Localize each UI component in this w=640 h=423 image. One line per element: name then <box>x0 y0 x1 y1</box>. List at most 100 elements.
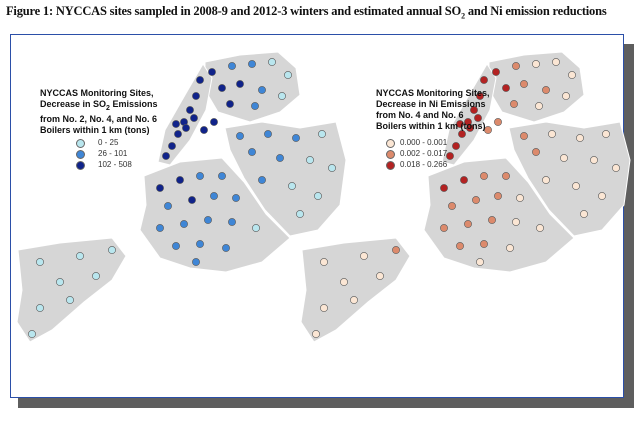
so2-site-marker <box>328 164 336 172</box>
ni-site-marker <box>476 92 484 100</box>
ni-site-marker <box>466 124 474 132</box>
so2-site-marker <box>228 62 236 70</box>
legend-label: 0.000 - 0.001 <box>400 138 448 147</box>
ni-site-marker <box>456 120 464 128</box>
so2-site-marker <box>258 86 266 94</box>
so2-site-marker <box>190 114 198 122</box>
so2-site-marker <box>172 242 180 250</box>
so2-site-marker <box>314 192 322 200</box>
ni-site-marker <box>532 60 540 68</box>
so2-site-marker <box>56 278 64 286</box>
ni-site-marker <box>512 62 520 70</box>
so2-site-marker <box>156 224 164 232</box>
so2-site-marker <box>306 156 314 164</box>
so2-site-marker <box>236 132 244 140</box>
so2-site-marker <box>192 258 200 266</box>
so2-site-marker <box>180 220 188 228</box>
ni-site-marker <box>492 68 500 76</box>
ni-site-marker <box>502 84 510 92</box>
ni-site-marker <box>448 202 456 210</box>
ni-site-marker <box>464 220 472 228</box>
so2-map <box>16 51 347 343</box>
ni-site-marker <box>460 176 468 184</box>
so2-site-marker <box>210 192 218 200</box>
so2-site-marker <box>156 184 164 192</box>
ni-site-marker <box>598 192 606 200</box>
so2-site-marker <box>204 216 212 224</box>
so2-site-marker <box>252 224 260 232</box>
ni-site-marker <box>472 196 480 204</box>
ni-site-marker <box>552 58 560 66</box>
so2-site-marker <box>196 240 204 248</box>
ni-site-marker <box>612 164 620 172</box>
ni-site-marker <box>560 154 568 162</box>
ni-site-marker <box>576 134 584 142</box>
ni-site-marker <box>360 252 368 260</box>
so2-site-marker <box>200 126 208 134</box>
legend-swatch-mid <box>76 150 85 159</box>
legend-swatch-low <box>76 139 85 148</box>
so2-site-marker <box>232 194 240 202</box>
so2-site-marker <box>251 102 259 110</box>
ni-site-marker <box>510 100 518 108</box>
so2-site-marker <box>174 130 182 138</box>
so2-site-marker <box>176 176 184 184</box>
ni-site-marker <box>470 106 478 114</box>
ni-site-marker <box>340 278 348 286</box>
ni-site-marker <box>520 80 528 88</box>
so2-site-marker <box>218 172 226 180</box>
ni-site-marker <box>580 210 588 218</box>
legend-swatch-low <box>386 139 395 148</box>
ni-site-marker <box>480 76 488 84</box>
so2-site-marker <box>36 258 44 266</box>
so2-site-marker <box>186 106 194 114</box>
so2-site-marker <box>248 60 256 68</box>
ni-site-marker <box>494 192 502 200</box>
so2-site-marker <box>92 272 100 280</box>
ni-site-marker <box>512 218 520 226</box>
ni-site-marker <box>350 296 358 304</box>
ni-site-marker <box>548 130 556 138</box>
legend-label: 0 - 25 <box>98 138 119 147</box>
ni-site-marker <box>568 71 576 79</box>
so2-site-marker <box>218 84 226 92</box>
ni-site-marker <box>488 216 496 224</box>
so2-site-marker <box>258 176 266 184</box>
legend-label: 0.002 - 0.017 <box>400 149 448 158</box>
so2-site-marker <box>226 100 234 108</box>
so2-site-marker <box>76 252 84 260</box>
ni-site-marker <box>456 242 464 250</box>
so2-site-marker <box>288 182 296 190</box>
ni-site-marker <box>440 184 448 192</box>
legend-label: 0.018 - 0.266 <box>400 160 448 169</box>
so2-site-marker <box>36 304 44 312</box>
ni-site-marker <box>458 130 466 138</box>
so2-site-marker <box>222 244 230 252</box>
so2-site-marker <box>228 218 236 226</box>
so2-legend-title: NYCCAS Monitoring Sites, Decrease in SO2… <box>40 88 158 135</box>
ni-site-marker <box>506 244 514 252</box>
so2-site-marker <box>196 76 204 84</box>
so2-site-marker <box>188 196 196 204</box>
ni-legend-title: NYCCAS Monitoring Sites, Decrease in Ni … <box>376 88 490 131</box>
legend-swatch-mid <box>386 150 395 159</box>
so2-site-marker <box>236 80 244 88</box>
so2-site-marker <box>196 172 204 180</box>
so2-site-marker <box>248 148 256 156</box>
so2-site-marker <box>210 118 218 126</box>
so2-site-marker <box>172 120 180 128</box>
ni-site-marker <box>320 304 328 312</box>
so2-site-marker <box>292 134 300 142</box>
ni-site-marker <box>484 126 492 134</box>
ni-site-marker <box>520 132 528 140</box>
ni-site-marker <box>536 224 544 232</box>
figure-title: Figure 1: NYCCAS sites sampled in 2008-9… <box>6 4 607 21</box>
so2-site-marker <box>278 92 286 100</box>
ni-site-marker <box>542 176 550 184</box>
so2-site-marker <box>276 154 284 162</box>
ni-site-marker <box>392 246 400 254</box>
so2-site-marker <box>192 92 200 100</box>
so2-site-marker <box>28 330 36 338</box>
legend-swatch-high <box>386 161 395 170</box>
